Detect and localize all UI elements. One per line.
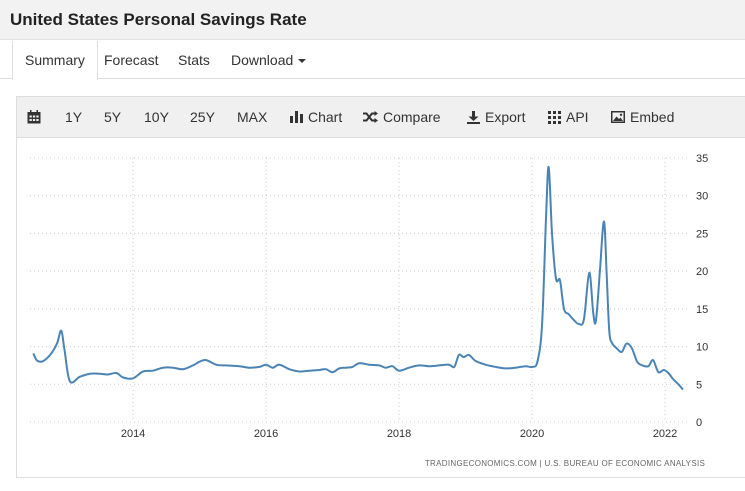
image-icon [611,111,625,124]
y-axis-ticks: 0 5 10 15 20 25 30 35 [696,153,708,429]
range-1y-button[interactable]: 1Y [65,109,83,125]
chart-panel: 1Y 5Y 10Y 25Y MAX Chart Compare Export A… [16,96,745,478]
range-25y-button[interactable]: 25Y [190,109,215,125]
y-tick-label: 5 [696,379,702,391]
compare-button[interactable]: Compare [363,97,441,137]
api-button-label: API [566,109,589,125]
chart-toolbar: 1Y 5Y 10Y 25Y MAX Chart Compare Export A… [17,97,745,138]
api-button[interactable]: API [548,97,589,137]
savings-rate-line [32,166,684,391]
tab-stats[interactable]: Stats [178,52,210,68]
chart-button[interactable]: Chart [290,97,342,137]
range-max-button[interactable]: MAX [237,109,268,125]
embed-button-label: Embed [630,109,675,125]
embed-button[interactable]: Embed [611,97,674,137]
chart-gridlines [30,157,687,423]
chevron-down-icon [298,59,307,64]
x-tick-label: 2022 [653,428,677,440]
tab-forecast[interactable]: Forecast [104,52,159,68]
tab-summary[interactable]: Summary [12,41,98,80]
y-tick-label: 35 [696,153,708,165]
x-tick-label: 2016 [254,428,278,440]
shuffle-icon [363,111,378,124]
export-button-label: Export [485,109,526,125]
chart-button-label: Chart [308,109,343,125]
tab-download[interactable]: Download [219,41,318,79]
download-icon [467,110,480,124]
grid-icon [548,110,561,124]
calendar-icon[interactable] [27,97,46,137]
range-10y-button[interactable]: 10Y [144,109,169,125]
x-axis-ticks: 2014 2016 2018 2020 2022 [121,428,677,440]
tab-download-label: Download [231,52,294,68]
x-tick-label: 2018 [387,428,411,440]
tab-bar: Summary Forecast Stats Download [0,41,745,80]
page-title: United States Personal Savings Rate [10,10,307,29]
x-tick-label: 2014 [121,428,145,440]
y-tick-label: 0 [696,417,702,429]
compare-button-label: Compare [383,109,441,125]
y-tick-label: 30 [696,191,708,203]
title-bar: United States Personal Savings Rate [0,0,745,40]
bar-chart-icon [290,111,303,124]
y-tick-label: 25 [696,228,708,240]
x-tick-label: 2020 [520,428,544,440]
range-5y-button[interactable]: 5Y [104,109,122,125]
export-button[interactable]: Export [467,97,525,137]
y-tick-label: 20 [696,266,708,278]
chart-series [32,166,684,391]
source-attribution: TRADINGECONOMICS.COM | U.S. BUREAU OF EC… [425,459,705,468]
y-tick-label: 15 [696,304,708,316]
y-tick-label: 10 [696,342,708,354]
